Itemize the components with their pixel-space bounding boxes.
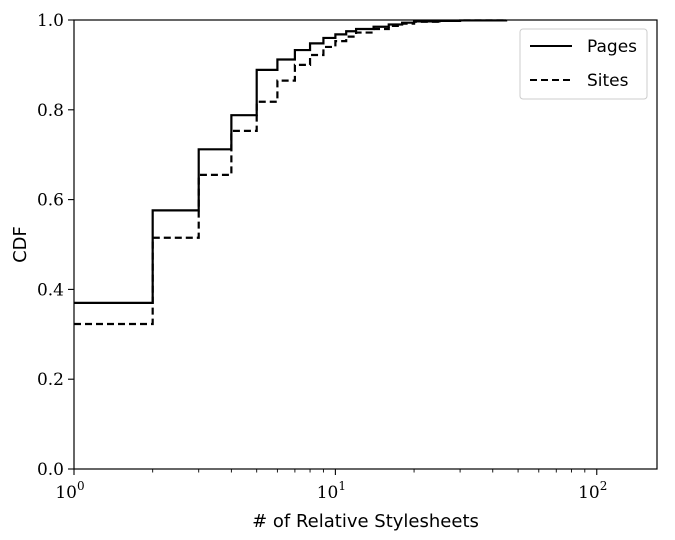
- x-tick-label: 100: [55, 479, 84, 503]
- legend-label-pages: Pages: [587, 37, 637, 57]
- y-tick-label: 0.6: [37, 191, 64, 211]
- x-tick-label: 102: [578, 479, 607, 503]
- legend: Pages Sites: [519, 28, 648, 100]
- x-axis-label: # of Relative Stylesheets: [252, 511, 479, 532]
- legend-label-sites: Sites: [587, 71, 629, 91]
- y-tick-label: 0.4: [37, 280, 64, 300]
- plot-area-frame: [73, 19, 658, 470]
- y-tick-label: 0.0: [37, 460, 64, 480]
- y-tick-label: 0.8: [37, 101, 64, 121]
- y-tick-label: 0.2: [37, 370, 64, 390]
- series-line-sites: [74, 19, 508, 326]
- axis-ticks: 100 101 102 0.0 0.2 0.4 0.6 0.8 1.0: [37, 11, 607, 503]
- series-line-pages: [74, 19, 508, 304]
- x-tick-label: 101: [317, 479, 346, 503]
- series-layer: [74, 19, 508, 326]
- y-axis-label: CDF: [10, 226, 31, 263]
- y-tick-label: 1.0: [37, 11, 64, 31]
